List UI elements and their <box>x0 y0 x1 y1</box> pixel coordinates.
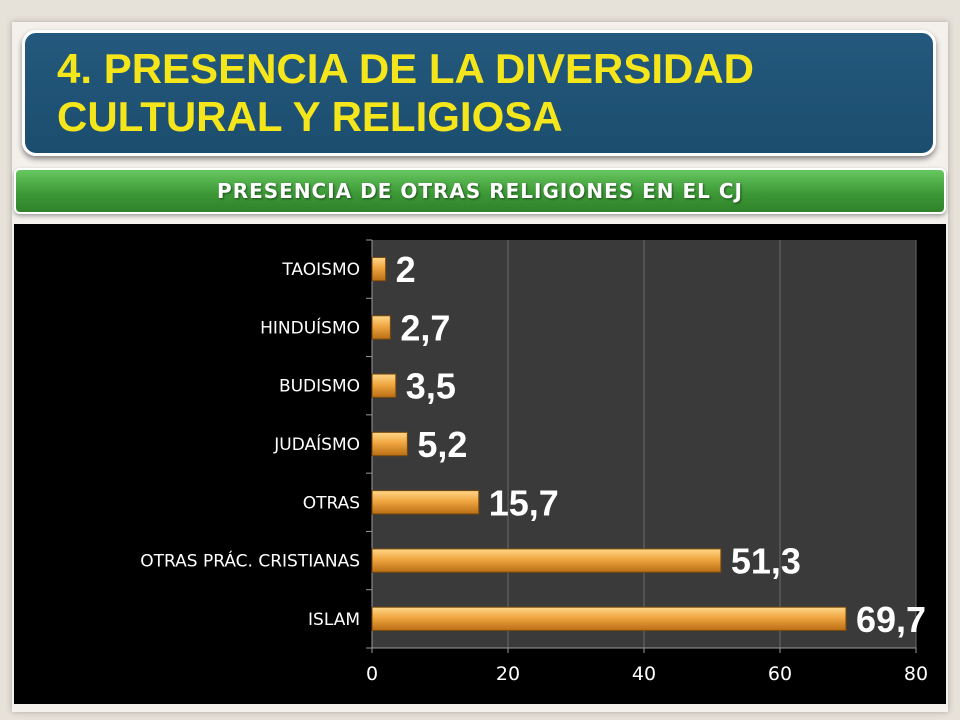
x-tick-label-3: 60 <box>768 663 792 685</box>
chart-area: 0 20 40 60 80 TAOISMO 2 HINDUÍSMO 2,7 BUDISMO 3,5 J… <box>14 224 946 704</box>
bar-chart: 0 20 40 60 80 TAOISMO 2 HINDUÍSMO 2,7 BUDISMO 3,5 J… <box>140 239 928 685</box>
x-tick-label-0: 0 <box>366 663 378 685</box>
category-label-6: ISLAM <box>308 610 360 630</box>
title-banner: 4. PRESENCIA DE LA DIVERSIDAD CULTURAL Y… <box>22 30 936 156</box>
data-label-5: 51,3 <box>731 541 801 582</box>
bar-4 <box>371 490 480 515</box>
bar-0 <box>371 256 387 282</box>
x-tick-label-1: 20 <box>496 663 520 685</box>
x-tick-label-2: 40 <box>632 663 656 685</box>
bar-1 <box>371 315 391 340</box>
bar-6 <box>371 606 847 632</box>
category-label-4: OTRAS <box>303 493 360 513</box>
category-label-2: BUDISMO <box>279 377 360 397</box>
bar-2 <box>371 373 397 398</box>
category-label-0: TAOISMO <box>281 260 360 280</box>
bar-3 <box>371 431 408 457</box>
x-tick-label-4: 80 <box>904 663 928 685</box>
slide-title: 4. PRESENCIA DE LA DIVERSIDAD CULTURAL Y… <box>57 45 754 140</box>
category-label-1: HINDUÍSMO <box>260 316 360 338</box>
data-label-1: 2,7 <box>400 307 450 348</box>
data-label-2: 3,5 <box>406 366 456 407</box>
data-label-4: 15,7 <box>489 482 559 523</box>
slide-subtitle: PRESENCIA DE OTRAS RELIGIONES EN EL CJ <box>217 179 743 203</box>
subtitle-banner: PRESENCIA DE OTRAS RELIGIONES EN EL CJ <box>14 168 946 214</box>
data-label-6: 69,7 <box>856 599 926 640</box>
data-label-0: 2 <box>396 249 416 290</box>
category-label-3: JUDAÍSMO <box>273 433 360 455</box>
bar-5 <box>371 548 722 573</box>
category-label-5: OTRAS PRÁC. CRISTIANAS <box>140 550 360 572</box>
data-label-3: 5,2 <box>417 424 467 465</box>
